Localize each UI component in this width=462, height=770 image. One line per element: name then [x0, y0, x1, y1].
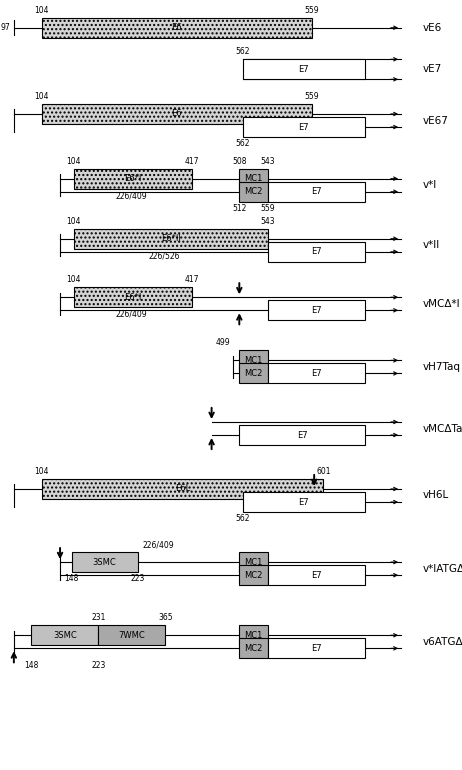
Text: v*II: v*II [423, 240, 440, 250]
Bar [74, 229, 268, 249]
Text: 543: 543 [261, 156, 275, 166]
Text: 3SMC: 3SMC [93, 557, 116, 567]
Text: 499: 499 [216, 338, 231, 347]
Text: v*IATGΔ: v*IATGΔ [423, 564, 462, 574]
Text: 104: 104 [67, 216, 81, 226]
Text: 417: 417 [184, 275, 199, 284]
Text: 7WMC: 7WMC [119, 631, 145, 640]
Text: E7: E7 [311, 247, 322, 256]
Bar [239, 182, 268, 202]
Bar [74, 169, 192, 189]
Text: 562: 562 [235, 514, 250, 524]
Text: 226/526: 226/526 [148, 251, 180, 260]
Text: MC2: MC2 [244, 571, 263, 580]
Text: vMCΔTaq: vMCΔTaq [423, 424, 462, 434]
Text: 104: 104 [67, 156, 81, 166]
Text: E6*I: E6*I [124, 293, 141, 302]
Text: E6: E6 [171, 109, 182, 119]
Text: E6*I: E6*I [124, 174, 141, 183]
Bar [42, 479, 323, 499]
Bar [268, 300, 365, 320]
Bar [243, 59, 365, 79]
Text: E7: E7 [298, 65, 309, 74]
Text: 365: 365 [158, 613, 173, 622]
Text: vH7Taq: vH7Taq [423, 362, 461, 372]
Text: 148: 148 [64, 574, 79, 584]
Text: MC1: MC1 [244, 557, 263, 567]
Bar [239, 552, 268, 572]
Text: v*I: v*I [423, 180, 437, 190]
Bar [243, 117, 365, 137]
Bar [72, 552, 138, 572]
Text: 97: 97 [0, 23, 10, 32]
Text: vH6L: vH6L [423, 490, 449, 500]
Bar [268, 242, 365, 262]
Text: E7: E7 [311, 369, 322, 378]
Text: E6*II: E6*II [161, 234, 181, 243]
Text: E6: E6 [171, 23, 182, 32]
Text: vE7: vE7 [423, 65, 442, 74]
Text: MC2: MC2 [244, 187, 263, 196]
Bar [42, 104, 312, 124]
Text: 104: 104 [34, 467, 49, 476]
Bar [239, 350, 268, 370]
Text: E7: E7 [311, 187, 322, 196]
Text: E6L: E6L [175, 484, 190, 494]
Bar [268, 182, 365, 202]
Bar [239, 363, 268, 383]
Bar [98, 625, 165, 645]
Text: 104: 104 [67, 275, 81, 284]
Text: 223: 223 [91, 661, 106, 670]
Text: 562: 562 [235, 139, 250, 149]
Bar [239, 169, 268, 189]
Text: vMCΔ*I: vMCΔ*I [423, 299, 460, 309]
Bar [268, 363, 365, 383]
Bar [268, 565, 365, 585]
Text: 226/409: 226/409 [116, 191, 147, 200]
Text: 104: 104 [34, 5, 49, 15]
Text: E7: E7 [311, 571, 322, 580]
Bar [42, 18, 312, 38]
Text: MC1: MC1 [244, 631, 263, 640]
Text: E7: E7 [297, 430, 307, 440]
Bar [239, 638, 268, 658]
Text: vE67: vE67 [423, 116, 449, 126]
Text: 226/409: 226/409 [116, 310, 147, 319]
Bar [239, 425, 365, 445]
Text: 417: 417 [184, 156, 199, 166]
Text: 559: 559 [304, 92, 319, 101]
Bar [239, 625, 268, 645]
Text: E7: E7 [311, 644, 322, 653]
Text: 226/409: 226/409 [142, 540, 174, 549]
Text: vE6: vE6 [423, 23, 442, 32]
Text: 148: 148 [24, 661, 39, 670]
Text: 223: 223 [130, 574, 145, 584]
Text: MC2: MC2 [244, 644, 263, 653]
Text: 601: 601 [316, 467, 331, 476]
Text: 559: 559 [261, 204, 275, 213]
Text: 562: 562 [235, 47, 250, 56]
Bar [74, 287, 192, 307]
Text: MC1: MC1 [244, 356, 263, 365]
Text: E7: E7 [298, 497, 309, 507]
Text: v6ATGΔ: v6ATGΔ [423, 637, 462, 647]
Bar [243, 492, 365, 512]
Text: 543: 543 [261, 216, 275, 226]
Text: MC1: MC1 [244, 174, 263, 183]
Text: 512: 512 [232, 204, 247, 213]
Text: E7: E7 [298, 122, 309, 132]
Text: 3SMC: 3SMC [53, 631, 77, 640]
Text: 508: 508 [232, 156, 247, 166]
Text: E7: E7 [311, 306, 322, 315]
Text: 104: 104 [34, 92, 49, 101]
Bar [31, 625, 98, 645]
Bar [239, 565, 268, 585]
Text: MC2: MC2 [244, 369, 263, 378]
Text: 559: 559 [304, 5, 319, 15]
Text: 231: 231 [91, 613, 106, 622]
Bar [268, 638, 365, 658]
